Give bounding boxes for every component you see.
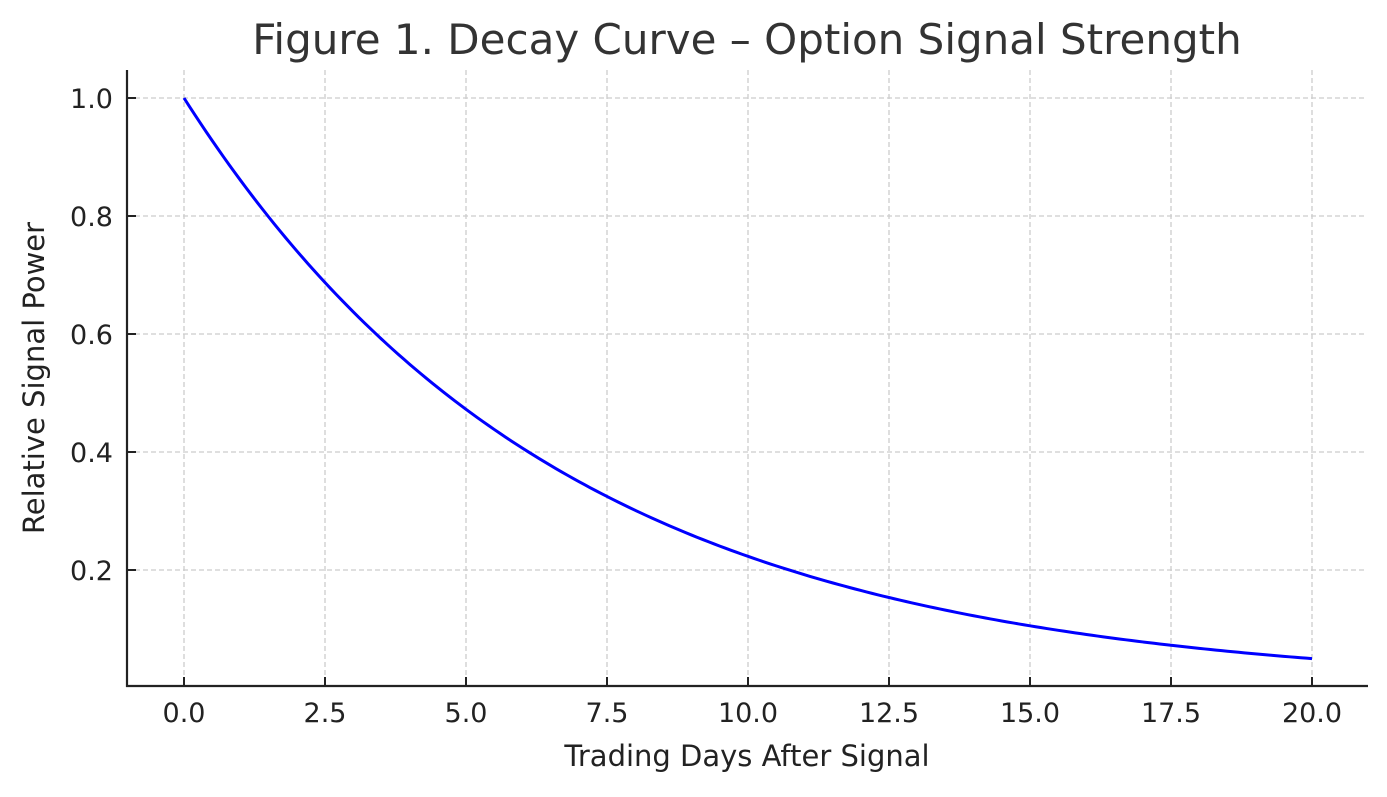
x-tick-label: 2.5 [304,698,347,729]
y-tick-label: 1.0 [70,84,113,115]
y-axis-ticks: 0.2 0.4 0.6 0.8 1.0 [70,84,136,587]
x-tick-label: 15.0 [1000,698,1060,729]
x-tick-label: 20.0 [1282,698,1342,729]
y-axis-label: Relative Signal Power [17,222,51,534]
y-tick-label: 0.8 [70,202,113,233]
chart-title: Figure 1. Decay Curve – Option Signal St… [252,15,1241,64]
x-tick-label: 0.0 [163,698,206,729]
y-tick-label: 0.6 [70,320,113,351]
x-axis-ticks: 0.0 2.5 5.0 7.5 10.0 12.5 15.0 17.5 20.0 [163,677,1342,729]
x-tick-label: 17.5 [1141,698,1201,729]
y-tick-label: 0.2 [70,556,113,587]
grid-lines [127,70,1367,686]
x-axis-label: Trading Days After Signal [563,739,929,773]
x-tick-label: 10.0 [718,698,778,729]
x-tick-label: 5.0 [445,698,488,729]
signal-strength-line [182,97,1313,661]
x-tick-label: 7.5 [586,698,629,729]
series-line [182,97,1313,661]
x-tick-label: 12.5 [859,698,919,729]
y-tick-label: 0.4 [70,438,113,469]
